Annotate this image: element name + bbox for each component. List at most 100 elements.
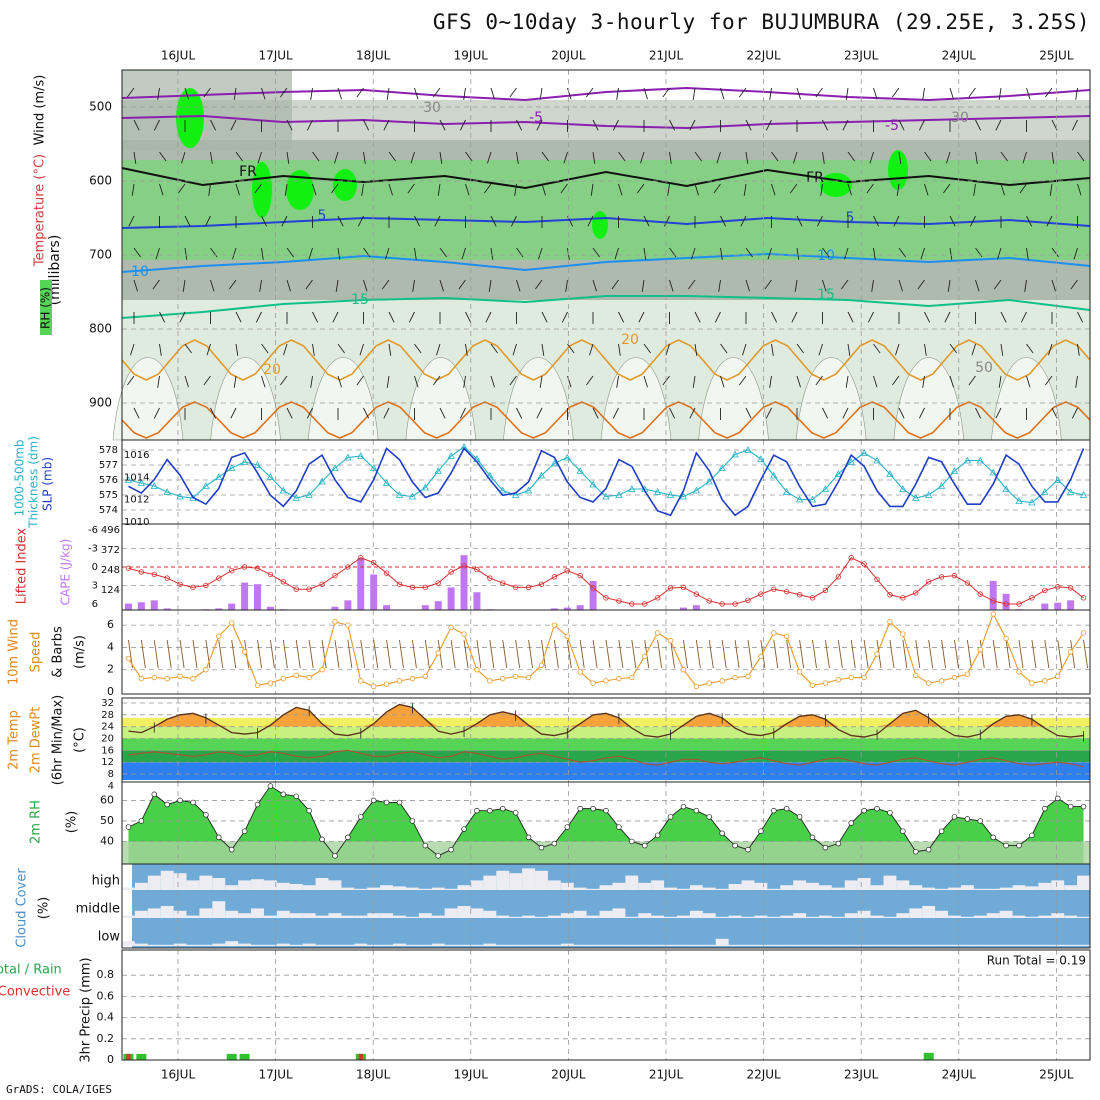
wind-barb — [269, 639, 275, 669]
upper-wind-barb — [739, 375, 747, 386]
cloud-tick: middle — [76, 902, 120, 917]
thickness-point — [279, 486, 288, 494]
wind-speed-point — [216, 633, 222, 639]
cloud-high-bar — [470, 880, 484, 890]
date-label-top: 22JUL — [746, 49, 781, 63]
upper-wind-barb — [284, 183, 288, 196]
upper-wind-barb — [541, 151, 549, 162]
precip-tick: 0.2 — [97, 1032, 115, 1045]
wind-speed-point — [241, 649, 248, 655]
cloud-high-bar — [728, 884, 742, 890]
rh-point — [913, 848, 919, 855]
cloud-mid-bar — [212, 901, 226, 918]
lifted-index-tick: 0 — [92, 562, 98, 573]
cloud-low-bar — [328, 944, 342, 946]
cloud-high-bar — [960, 885, 974, 890]
upper-wind-barb — [233, 87, 237, 100]
lifted-index-point — [796, 592, 803, 598]
cape-bar — [163, 608, 171, 610]
upper-wind-barb — [561, 311, 568, 323]
cloud-high-bar — [134, 882, 148, 890]
upper-wind-barb — [433, 375, 441, 386]
upper-wind-barb — [356, 375, 364, 386]
thickness-tick: 576 — [99, 475, 118, 486]
cape-bar — [1041, 603, 1049, 610]
precip-label-convective: Convective — [0, 985, 70, 1000]
wind-barb — [463, 639, 469, 669]
temp-tick: 4 — [108, 781, 114, 792]
upper-wind-barb — [692, 87, 696, 100]
upper-wind-barb — [694, 311, 701, 323]
wind-speed-point — [345, 622, 351, 628]
wind-barb — [579, 639, 585, 669]
cape-bar — [215, 608, 223, 610]
thickness-tick: 577 — [99, 460, 118, 471]
cloud-mid-bar — [444, 908, 458, 918]
wind-speed-point — [1080, 630, 1087, 636]
wind-speed-point — [1016, 669, 1022, 675]
upper-wind-barb — [206, 343, 211, 356]
cloud-high-bar — [173, 873, 187, 890]
upper-wind-barb — [565, 279, 568, 292]
lifted-index-point — [629, 601, 635, 607]
upper-wind-barb — [280, 87, 288, 98]
cloud-high-bar — [909, 885, 923, 890]
upper-wind-barb — [590, 183, 594, 196]
upper-wind-barb — [791, 311, 798, 323]
cloud-high-bar — [780, 885, 794, 890]
cloud-high-bar — [341, 887, 355, 890]
upper-wind-barb — [261, 375, 266, 388]
cloud-mid-bar — [793, 913, 807, 918]
lifted-index-point — [590, 585, 596, 591]
upper-wind-barb — [998, 87, 1002, 100]
upper-wind-barb — [616, 375, 619, 388]
isotherm-5 — [121, 216, 1091, 229]
upper-wind-barb — [203, 87, 211, 98]
cloud-mid-bar — [844, 913, 858, 918]
wind-barb — [747, 639, 753, 669]
cloud-mid-bar — [547, 915, 561, 918]
wind-barb — [1057, 639, 1063, 669]
cloud-low-bar — [896, 944, 910, 946]
lifted-index-line — [128, 557, 1084, 605]
upper-wind-barb — [359, 343, 364, 356]
date-label-bottom: 25JUL — [1039, 1068, 1074, 1082]
wind-speed-point — [435, 650, 441, 656]
cloud-high-bar — [560, 882, 574, 890]
cloud-mid-bar — [638, 913, 652, 918]
upper-wind-barb — [692, 375, 696, 388]
upper-wind-barb — [235, 311, 242, 323]
upper-axis-label-temp: Temperature (°C) — [33, 154, 48, 267]
date-label-top: 25JUL — [1039, 49, 1074, 63]
wind-barb — [553, 639, 559, 669]
cloud-mid-bar — [741, 916, 755, 918]
upper-wind-barb — [592, 279, 597, 292]
lifted-index-point — [332, 572, 338, 579]
thickness-point — [1079, 491, 1088, 498]
lifted-index-point — [125, 565, 132, 571]
upper-wind-barb — [612, 119, 619, 131]
wind-barb — [644, 639, 650, 669]
rh-point — [887, 809, 893, 816]
lifted-index-point — [616, 598, 622, 604]
wind-barb — [992, 639, 998, 669]
wind-speed-point — [848, 674, 854, 681]
cloud-mid-bar — [728, 915, 742, 918]
upper-wind-barb — [133, 151, 137, 164]
cloud-high-bar — [664, 887, 677, 890]
precip-frame — [121, 949, 1091, 1061]
cloud-high-bar — [741, 880, 755, 890]
upper-wind-barb — [1000, 343, 1004, 356]
contour-label: 30 — [423, 100, 441, 116]
upper-wind-barb — [592, 119, 599, 131]
cloud-low-bar — [173, 943, 187, 946]
upper-wind-barb — [1077, 343, 1080, 356]
cloud-low-bar — [186, 944, 200, 946]
cloud-mid-bar — [483, 910, 497, 918]
rh-point — [435, 853, 441, 859]
thickness-point — [666, 491, 675, 498]
rh-point — [835, 840, 842, 847]
wind-speed-point — [409, 675, 416, 682]
lifted-index-point — [732, 601, 738, 607]
cloud-mid-bar — [870, 915, 884, 918]
